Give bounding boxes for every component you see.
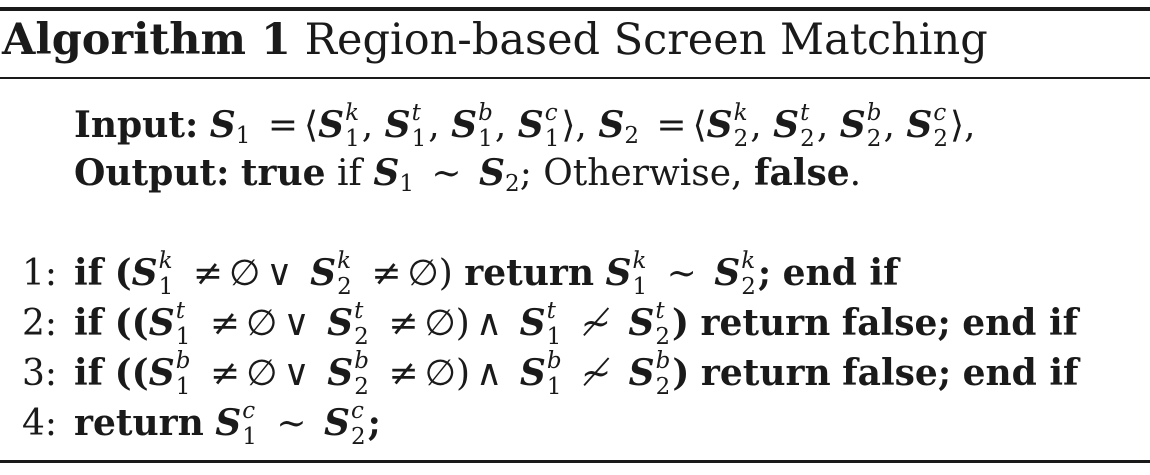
output-true: true [240, 152, 326, 194]
algorithm-label: Algorithm 1 [2, 15, 291, 65]
step-number: 3: [22, 353, 58, 394]
output-label: Output [74, 152, 217, 194]
bottom-rule [0, 460, 1150, 463]
caption-rule [0, 77, 1150, 79]
step-number: 4: [22, 403, 58, 444]
output-otherwise: Otherwise, [543, 153, 743, 194]
algorithm-title: Region-based Screen Matching [304, 15, 988, 65]
output-false: false [753, 152, 850, 194]
input-label: Input [74, 104, 185, 146]
step-number: 1: [22, 253, 58, 294]
algorithm-caption: Algorithm 1 Region-based Screen Matching [2, 14, 988, 66]
top-rule [0, 7, 1150, 11]
output-if: if [337, 153, 362, 194]
step-number: 2: [22, 303, 58, 344]
output-line: Output: true if S1 ∼ S2; Otherwise, fals… [74, 152, 862, 197]
